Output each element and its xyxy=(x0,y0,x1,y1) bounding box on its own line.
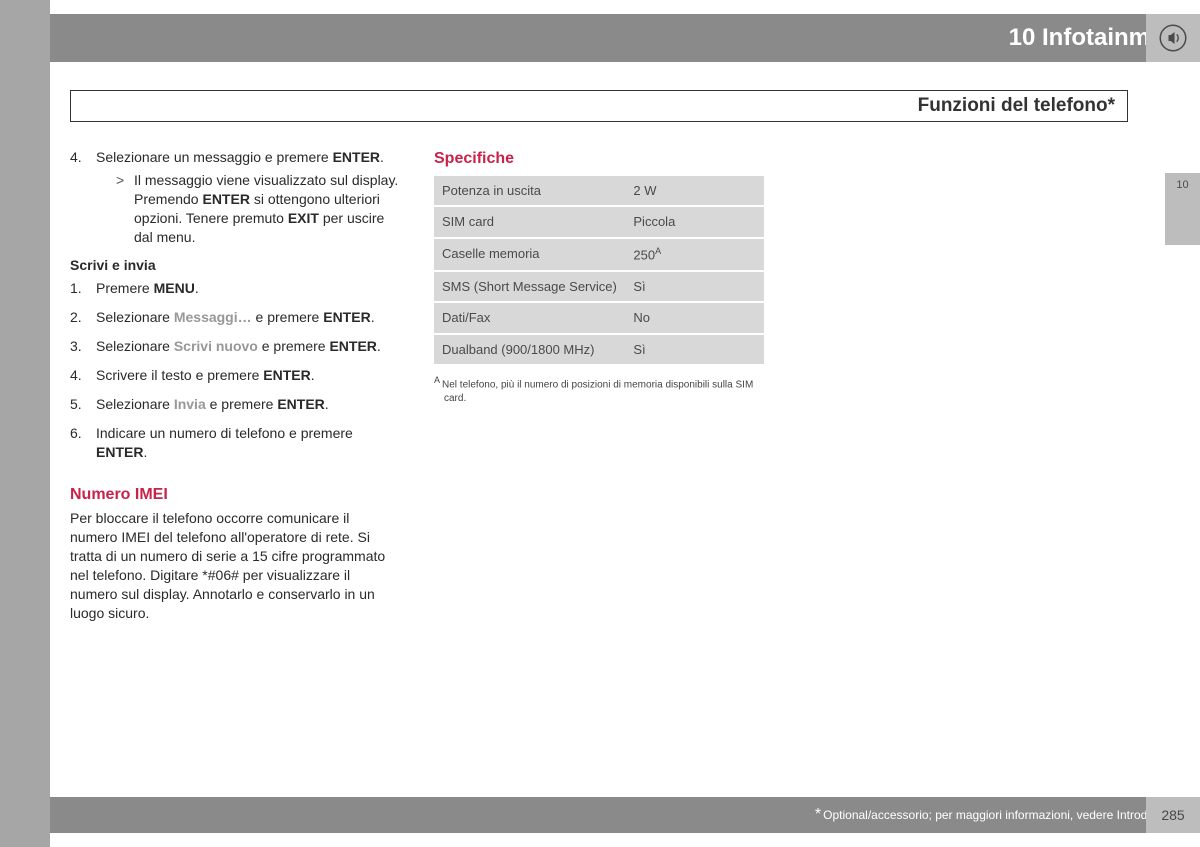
thumb-tab: 10 xyxy=(1165,173,1200,245)
spec-key: Potenza in uscita xyxy=(434,176,625,206)
section-title-box: Funzioni del telefono* xyxy=(70,90,1128,122)
list-item: 2.Selezionare Messaggi… e premere ENTER. xyxy=(70,308,400,327)
spec-table: Potenza in uscita2 WSIM cardPiccolaCasel… xyxy=(434,174,764,367)
list-item: 5.Selezionare Invia e premere ENTER. xyxy=(70,395,400,414)
table-row: Dati/FaxNo xyxy=(434,303,764,333)
list-item: 3.Selezionare Scrivi nuovo e premere ENT… xyxy=(70,337,400,356)
section-title: Funzioni del telefono* xyxy=(918,95,1115,116)
step-4: 4. Selezionare un messaggio e premere EN… xyxy=(70,148,400,246)
step-sub: > Il messaggio viene visualizzato sul di… xyxy=(116,171,400,247)
spec-value: Piccola xyxy=(625,207,764,237)
column-middle: Specifiche Potenza in uscita2 WSIM cardP… xyxy=(434,148,764,631)
sub-marker: > xyxy=(116,171,134,247)
spec-key: SMS (Short Message Service) xyxy=(434,272,625,302)
spec-value: Sì xyxy=(625,272,764,302)
spec-value: 250A xyxy=(625,239,764,270)
page-number-box: 285 xyxy=(1146,797,1200,833)
content-area: 4. Selezionare un messaggio e premere EN… xyxy=(70,148,1128,631)
list-item: 1.Premere MENU. xyxy=(70,279,400,298)
list-item: 4.Scrivere il testo e premere ENTER. xyxy=(70,366,400,385)
list-item: 6.Indicare un numero di telefono e preme… xyxy=(70,424,400,462)
spec-value: No xyxy=(625,303,764,333)
spec-key: Dati/Fax xyxy=(434,303,625,333)
spec-key: Dualband (900/1800 MHz) xyxy=(434,335,625,365)
step-number: 4. xyxy=(70,148,96,246)
left-margin-strip xyxy=(0,0,50,847)
header-bar: 10 Infotainment xyxy=(50,14,1200,62)
heading-imei: Numero IMEI xyxy=(70,484,400,506)
table-row: SIM cardPiccola xyxy=(434,207,764,237)
column-right xyxy=(798,148,1128,631)
table-row: Dualband (900/1800 MHz)Sì xyxy=(434,335,764,365)
spec-key: Caselle memoria xyxy=(434,239,625,270)
step-body: Selezionare un messaggio e premere ENTER… xyxy=(96,148,400,246)
header-icon-box xyxy=(1146,14,1200,62)
footer-star: * xyxy=(815,806,821,824)
table-row: Potenza in uscita2 W xyxy=(434,176,764,206)
heading-spec: Specifiche xyxy=(434,148,764,170)
spec-value: Sì xyxy=(625,335,764,365)
spec-value: 2 W xyxy=(625,176,764,206)
imei-paragraph: Per bloccare il telefono occorre comunic… xyxy=(70,509,400,622)
footer-text: Optional/accessorio; per maggiori inform… xyxy=(823,808,1186,822)
spec-key: SIM card xyxy=(434,207,625,237)
heading-scrivi: Scrivi e invia xyxy=(70,256,400,275)
page-number: 285 xyxy=(1161,807,1184,823)
table-footnote: ANel telefono, più il numero di posizion… xyxy=(434,374,764,405)
column-left: 4. Selezionare un messaggio e premere EN… xyxy=(70,148,400,631)
footer-bar: * Optional/accessorio; per maggiori info… xyxy=(50,797,1200,833)
table-row: SMS (Short Message Service)Sì xyxy=(434,272,764,302)
table-row: Caselle memoria250A xyxy=(434,239,764,270)
speaker-icon xyxy=(1158,23,1188,53)
thumb-tab-number: 10 xyxy=(1176,179,1188,191)
